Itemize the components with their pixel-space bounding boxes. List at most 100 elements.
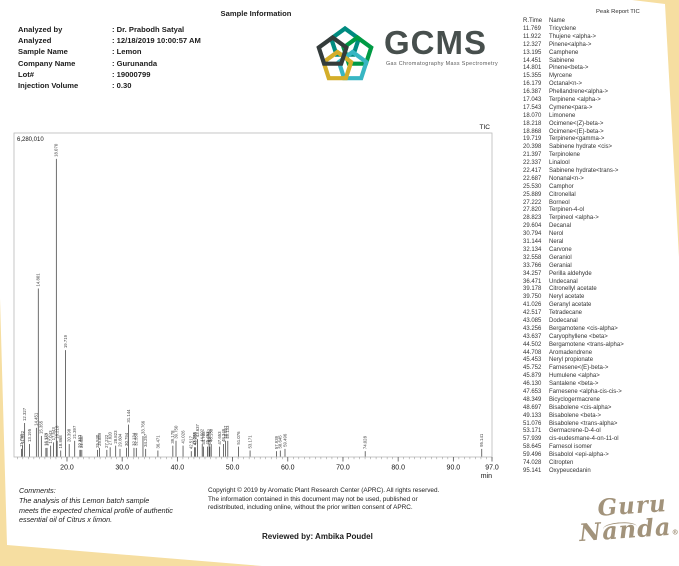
peak-rt-label: 59.496 — [282, 433, 287, 447]
peak-rtime: 48.349 — [523, 396, 542, 403]
x-tick-label: 30.0 — [115, 465, 129, 472]
sample-info-row: Company Name: Gurunanda — [18, 58, 248, 69]
peak-report-row: 21.397 Terpinolene — [523, 152, 678, 160]
peak-rt-label: 34.257 — [143, 433, 148, 447]
peak-report-row: 17.543 Cymene<para-> — [523, 105, 678, 113]
pentagon-icon — [316, 34, 349, 66]
peak-rt-label: 11.769 — [19, 433, 24, 446]
peak-rtime: 34.257 — [523, 270, 542, 277]
peak-rt-label: 95.141 — [479, 433, 484, 447]
x-tick-label: 50.0 — [226, 465, 240, 472]
peak-report-row: 42.517 Tetradecane — [523, 310, 678, 318]
peak-rtime: 95.141 — [523, 467, 542, 474]
peak-rtime: 33.766 — [523, 262, 542, 269]
peak-name: Sabinene hydrate <cis> — [549, 144, 613, 151]
peak-rtime: 45.453 — [523, 357, 542, 364]
peak-name: Geranyl acetate — [549, 302, 592, 309]
peak-rtime: 32.134 — [523, 246, 542, 253]
peak-name: Myrcene — [549, 73, 573, 80]
field-label: Injection Volume — [18, 80, 79, 90]
peak-rtime: 57.939 — [523, 436, 542, 443]
peak-report-row: 22.337 Linalool — [523, 160, 678, 168]
peak-rtime: 20.398 — [523, 144, 542, 151]
peak-name: Geranial — [549, 262, 572, 269]
peak-report-row: 31.144 Neral — [523, 239, 678, 247]
peak-report-row: 18.218 Ocimene<(Z)-beta-> — [523, 121, 678, 129]
peak-rtime: 14.801 — [523, 65, 542, 72]
peak-rt-label: 45.453 — [205, 431, 210, 445]
peak-name: Pinene<alpha-> — [549, 41, 592, 48]
peak-rt-label: 45.879 — [207, 431, 212, 445]
gurunanda-nanda-text: Nanda® — [578, 511, 679, 548]
peak-name: Bergamotene <trans-alpha> — [549, 341, 624, 348]
peak-name: Pinene<beta-> — [549, 65, 589, 72]
x-tick-label: 90.0 — [447, 465, 461, 472]
peak-rt-label: 27.820 — [108, 432, 113, 446]
peak-name: Tetradecane — [549, 310, 583, 317]
peak-report-row: 16.179 Octanal<n-> — [523, 81, 678, 89]
peak-name: Ocimene<(E)-beta-> — [549, 128, 604, 135]
x-tick-label: 60.0 — [281, 465, 295, 472]
peak-rtime: 27.222 — [523, 199, 542, 206]
peak-rtime: 49.133 — [523, 412, 542, 419]
peak-rtime: 44.708 — [523, 349, 542, 356]
peak-name: Neral — [549, 239, 564, 246]
peak-rt-label: 28.823 — [113, 430, 118, 444]
peak-name: Limonene — [549, 112, 576, 119]
peak-rtime: 51.076 — [523, 420, 542, 427]
peak-rtime: 29.604 — [523, 223, 542, 230]
peak-rtime: 48.697 — [523, 404, 542, 411]
peak-name: Citronellyl acetate — [549, 286, 597, 293]
y-max-label: 6,280,010 — [17, 137, 44, 143]
sample-info-row: Analyzed by: Dr. Prabodh Satyal — [18, 24, 248, 35]
column-name: Name — [549, 18, 566, 24]
peak-name: Farnesol isomer — [549, 444, 593, 451]
x-axis-unit: min — [481, 473, 492, 480]
peak-rtime: 14.451 — [523, 57, 542, 64]
peak-name: Caryophyllene <beta> — [549, 333, 608, 340]
peak-rtime: 41.026 — [523, 302, 542, 309]
peak-name: Neryl acetate — [549, 294, 585, 301]
peak-report-row: 16.387 Phellandrene<alpha-> — [523, 89, 678, 97]
peak-report-list: 11.769 Tricyclene 11.922 Thujene <alpha-> 12… — [523, 26, 678, 476]
peak-report-row: 36.471 Undecanal — [523, 279, 678, 287]
peak-report-row: 45.453 Neryl propionate — [523, 357, 678, 365]
peak-report-column-headers: R.Time Name — [523, 18, 565, 24]
peak-rtime: 39.750 — [523, 294, 542, 301]
peak-report-row: 32.558 Geraniol — [523, 255, 678, 263]
peak-report-row: 43.637 Caryophyllene <beta> — [523, 334, 678, 342]
peak-name: Thujene <alpha-> — [549, 33, 597, 40]
peak-rtime: 31.144 — [523, 239, 542, 246]
peak-rt-label: 43.256 — [193, 432, 198, 446]
column-rtime: R.Time — [523, 18, 543, 24]
peak-rt-label: 43.085 — [192, 432, 197, 446]
peak-name: Farnesene <alpha-cis-cis-> — [549, 388, 622, 395]
sample-info-row: Analyzed: 12/18/2019 10:00:57 AM — [18, 35, 248, 46]
peak-name: Perilla aldehyde — [549, 270, 592, 277]
peak-report-row: 48.697 Bisabolene <cis-alpha> — [523, 405, 678, 413]
x-tick-label: 70.0 — [336, 465, 350, 472]
peak-rtime: 15.355 — [523, 73, 542, 80]
peak-report-row: 27.820 Terpinen-4-ol — [523, 207, 678, 215]
peak-rtime: 25.889 — [523, 191, 542, 198]
peak-rt-label: 18.868 — [58, 435, 63, 449]
peak-rt-label: 51.076 — [236, 431, 241, 445]
comments-line: essential oil of Citrus x limon. — [19, 515, 113, 525]
chart-title: TIC — [480, 124, 491, 131]
peak-rt-label: 42.517 — [189, 435, 194, 449]
field-value: : Dr. Prabodh Satyal — [112, 25, 185, 34]
peak-report-row: 44.502 Bergamotene <trans-alpha> — [523, 342, 678, 350]
peak-name: Humulene <alpha> — [549, 373, 600, 380]
peak-name: Neryl propionate — [549, 357, 594, 364]
peak-report-row: 45.752 Farnesene<(E)-beta-> — [523, 365, 678, 373]
peak-report-row: 46.130 Santalene <beta-> — [523, 381, 678, 389]
peak-name: Camphene — [549, 49, 579, 56]
field-label: Sample Name — [18, 47, 68, 57]
copyright-line: redistributed, including online, without… — [208, 504, 413, 512]
peak-name: Germacrene-D-4-ol — [549, 428, 601, 435]
peak-report-row: 34.257 Perilla aldehyde — [523, 271, 678, 279]
peak-name: Bicyclogermacrene — [549, 396, 601, 403]
peak-rt-label: 15.355 — [39, 420, 44, 434]
peak-rt-label: 45.752 — [207, 428, 212, 442]
peak-report-row: 43.085 Dodecanal — [523, 318, 678, 326]
